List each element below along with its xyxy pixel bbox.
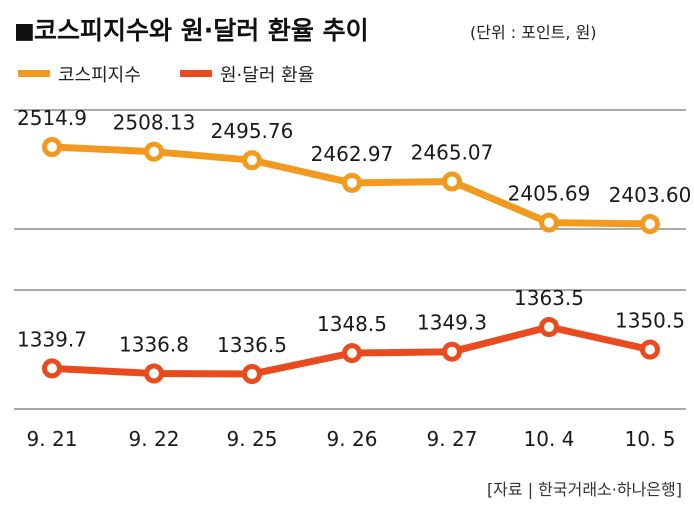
data-point-exchange-rate: [144, 363, 164, 384]
data-label-kospi: 2462.97: [311, 142, 394, 166]
data-point-kospi: [242, 150, 262, 171]
x-tick-label: 9. 26: [327, 427, 378, 451]
legend-label-exchange-rate: 원·달러 환율: [220, 65, 314, 86]
data-point-exchange-rate: [42, 358, 62, 379]
data-point-kospi: [442, 171, 462, 192]
data-point-kospi: [42, 137, 62, 157]
data-label-kospi: 2514.9: [17, 106, 87, 130]
legend-label-kospi: 코스피지수: [58, 65, 141, 86]
data-point-kospi: [144, 141, 164, 162]
legend: 코스피지수 원·달러 환율: [18, 65, 314, 86]
data-label-exchange-rate: 1348.5: [317, 312, 387, 336]
data-label-exchange-rate: 1339.7: [17, 327, 87, 351]
data-point-exchange-rate: [640, 339, 660, 360]
x-tick-label: 10. 4: [524, 427, 575, 451]
data-label-kospi: 2508.13: [113, 111, 196, 135]
data-label-exchange-rate: 1336.5: [217, 333, 287, 357]
data-label-exchange-rate: 1336.8: [119, 333, 189, 357]
x-tick-label: 9. 21: [27, 427, 78, 451]
data-point-exchange-rate: [539, 317, 559, 337]
series-exchange-rate: 1339.7 1336.8 1336.5 1348.5 1349.3 1363.5 1350…: [17, 286, 685, 384]
legend-swatch-exchange-rate: [180, 70, 212, 77]
x-tick-label: 10. 5: [625, 427, 676, 451]
source-note: [자료 | 한국거래소·하나은행]: [487, 480, 682, 499]
data-point-exchange-rate: [442, 341, 462, 362]
unit-note: (단위 : 포인트, 원): [470, 23, 597, 42]
data-label-exchange-rate: 1349.3: [417, 311, 487, 335]
series-kospi: 2514.9 2508.13 2495.76 2462.97 2465.07 2405.6…: [17, 106, 692, 234]
data-label-kospi: 2405.69: [508, 182, 591, 206]
title-marker: ■: [14, 19, 35, 44]
x-axis-labels: 9. 21 9. 22 9. 25 9. 26 9. 27 10. 4 10. 5: [27, 427, 676, 451]
data-label-kospi: 2465.07: [411, 141, 494, 165]
gridlines: [14, 109, 686, 410]
data-point-kospi: [539, 212, 559, 233]
data-point-exchange-rate: [342, 343, 362, 364]
data-point-kospi: [342, 172, 362, 193]
data-label-kospi: 2403.60: [609, 183, 692, 207]
x-tick-label: 9. 25: [227, 427, 278, 451]
chart-title: 코스피지수와 원·달러 환율 추이: [34, 16, 369, 45]
data-label-exchange-rate: 1350.5: [615, 309, 685, 333]
data-label-kospi: 2495.76: [211, 119, 294, 143]
data-label-exchange-rate: 1363.5: [514, 286, 584, 310]
legend-swatch-kospi: [18, 70, 50, 77]
data-point-kospi: [640, 214, 660, 234]
x-tick-label: 9. 22: [129, 427, 180, 451]
data-point-exchange-rate: [242, 364, 262, 384]
x-tick-label: 9. 27: [427, 427, 478, 451]
